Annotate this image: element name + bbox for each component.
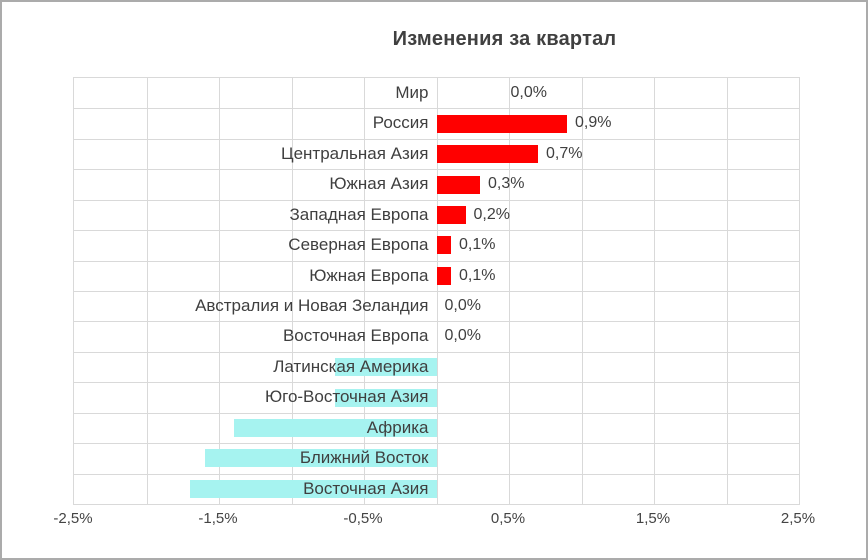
category-label: Восточная Азия (303, 478, 429, 498)
horizontal-gridline (74, 230, 799, 232)
positive-bar (436, 266, 451, 285)
horizontal-gridline (74, 321, 799, 323)
category-label: Африка (366, 417, 429, 437)
positive-bar (436, 205, 466, 224)
x-axis-tick-label: -2,5% (53, 510, 93, 527)
negative-bar (190, 479, 437, 498)
category-label: Юго-Восточная Азия (264, 387, 429, 407)
value-label: 0,1% (459, 236, 496, 254)
horizontal-gridline (74, 199, 799, 201)
horizontal-gridline (74, 169, 799, 171)
value-label: 0,0% (510, 84, 547, 101)
horizontal-gridline (74, 443, 799, 445)
plot-area: Мир 0,0% Россия 0,9% Центральная Азия 0,7% Южн… (73, 77, 800, 505)
negative-bar (335, 388, 437, 407)
category-label: Западная Европа (289, 204, 429, 224)
horizontal-gridline (74, 382, 799, 384)
value-label: 0,0% (444, 327, 481, 345)
horizontal-gridline (74, 291, 799, 292)
chart-title: Изменения за квартал (392, 28, 617, 50)
x-axis-tick-label: -1,5% (198, 510, 238, 527)
horizontal-gridline (74, 351, 799, 353)
category-label: Латинская Америка (273, 356, 429, 376)
category-label: Центральная Азия (281, 143, 429, 163)
horizontal-gridline (74, 473, 799, 475)
x-axis-tick-label: -0,5% (343, 510, 383, 527)
positive-bar (436, 175, 480, 194)
value-label: 0,9% (575, 114, 612, 132)
x-axis-tick-label: 1,5% (635, 510, 671, 527)
x-axis-tick-label: 2,5% (780, 510, 816, 527)
category-label: Ближний Восток (299, 448, 429, 468)
negative-bar (335, 358, 437, 377)
x-axis: -2,5% -1,5% -0,5% 0,5% 1,5% 2,5% (53, 510, 815, 532)
positive-bar (436, 236, 451, 255)
category-label: Мир (395, 83, 429, 102)
positive-bar (436, 145, 538, 164)
positive-bar (436, 114, 567, 133)
horizontal-gridline (74, 138, 799, 140)
category-label: Южная Азия (329, 174, 429, 194)
value-label: 0,2% (473, 205, 510, 223)
negative-bar (204, 449, 437, 468)
value-label: 0,1% (459, 266, 496, 284)
value-label: 0,7% (546, 144, 583, 162)
category-label: Россия (372, 113, 429, 133)
value-label: 0,0% (444, 297, 481, 314)
horizontal-gridline (74, 260, 799, 262)
value-label: 0,3% (488, 175, 525, 193)
category-label: Австралия и Новая Зеландия (195, 296, 429, 315)
horizontal-gridline (74, 412, 799, 414)
category-label: Восточная Европа (282, 326, 429, 346)
category-label: Северная Европа (288, 235, 429, 255)
horizontal-gridline (74, 108, 799, 110)
negative-bar (233, 418, 437, 437)
category-label: Южная Европа (309, 265, 429, 285)
x-axis-tick-label: 0,5% (490, 510, 526, 527)
